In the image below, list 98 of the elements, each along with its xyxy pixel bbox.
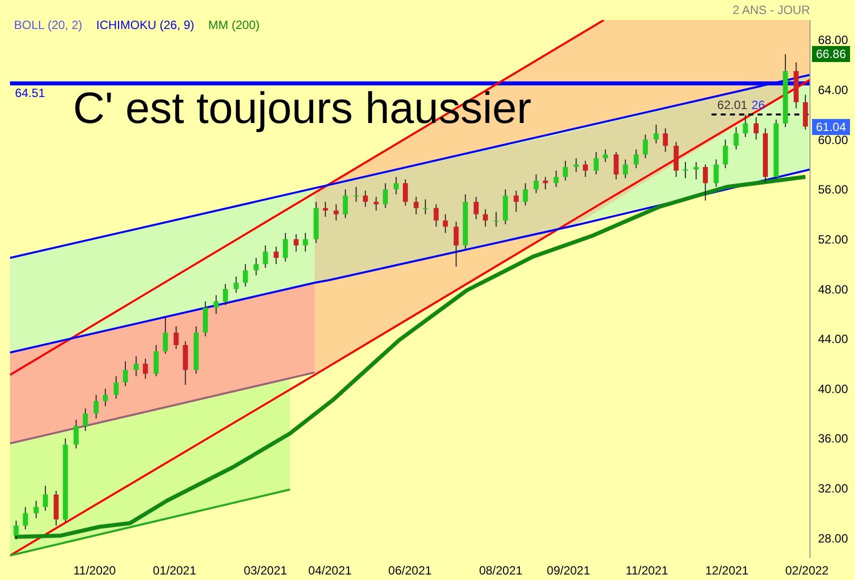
candlestick	[754, 116, 759, 140]
candlestick	[522, 182, 528, 206]
candlestick	[334, 204, 339, 222]
candlestick	[262, 244, 268, 268]
line-series	[12, 174, 808, 539]
line-series	[10, 168, 810, 354]
candlestick	[574, 158, 579, 172]
candlestick	[114, 376, 119, 400]
line-series	[10, 78, 810, 557]
x-tick-label: 08/2021	[479, 564, 523, 578]
candlestick	[534, 174, 539, 194]
annotation: 62.01	[717, 98, 748, 112]
candlestick	[254, 257, 259, 276]
candlestick	[294, 234, 299, 252]
candlestick	[694, 161, 699, 180]
candlestick	[602, 149, 608, 162]
candlestick	[474, 196, 479, 220]
candlestick	[374, 196, 379, 212]
candlestick	[82, 408, 88, 432]
x-tick-label: 11/2020	[73, 564, 116, 578]
candlestick	[302, 232, 308, 252]
y-tick-label: 36.00	[818, 432, 848, 446]
candlestick	[342, 188, 348, 219]
y-tick-label: 40.00	[818, 382, 848, 396]
candlestick	[234, 276, 239, 294]
candlestick	[642, 134, 648, 159]
candlestick	[14, 520, 19, 540]
candlestick	[174, 326, 179, 350]
candlestick	[34, 500, 39, 519]
candlestick	[442, 214, 448, 234]
candlestick	[122, 360, 128, 387]
candlestick	[422, 198, 428, 215]
ref-line-label: 64.51	[15, 86, 46, 100]
candlestick	[582, 160, 588, 178]
y-tick-label: 68.00	[818, 33, 848, 48]
candlestick	[622, 158, 628, 179]
y-tick-label: 44.00	[818, 332, 848, 346]
candlestick	[134, 356, 139, 377]
annotation: BOLL (20, 2)	[14, 18, 82, 32]
x-tick-label: 12/2021	[705, 564, 749, 578]
candlestick	[142, 358, 148, 380]
annotation: 66.86	[812, 46, 850, 62]
annotation: 61.04	[812, 118, 850, 135]
candlestick	[614, 152, 619, 180]
candlestick	[454, 221, 459, 268]
candlestick	[494, 211, 499, 228]
x-tick-label: 02/2022	[785, 564, 829, 578]
candlestick	[282, 232, 288, 262]
candlestick	[722, 139, 728, 169]
candlestick	[714, 158, 719, 188]
candlestick	[354, 186, 359, 202]
candlestick	[482, 208, 488, 228]
candlestick	[514, 190, 519, 212]
text: MM (200)	[208, 18, 260, 32]
candlestick	[702, 164, 708, 202]
x-tick-label: 06/2021	[388, 564, 432, 578]
candlestick	[394, 176, 399, 195]
candlestick	[434, 204, 439, 228]
candlestick	[214, 294, 219, 314]
candlestick	[414, 196, 419, 215]
y-tick-label: 60.00	[818, 132, 848, 147]
candlestick	[402, 178, 408, 206]
candlestick	[562, 160, 568, 182]
candlestick	[102, 388, 108, 407]
candlestick	[74, 419, 79, 449]
annotation: 26	[752, 98, 765, 112]
candlestick	[22, 506, 28, 530]
candlestick	[322, 201, 328, 218]
candlestick	[222, 284, 228, 306]
candlestick	[662, 128, 668, 153]
y-tick-label: 52.00	[818, 232, 848, 246]
candlestick	[362, 190, 368, 208]
candlestick	[154, 344, 159, 377]
candlestick	[554, 170, 559, 188]
y-tick-label: 56.00	[818, 182, 848, 197]
x-tick-label: 04/2021	[308, 564, 352, 578]
candlestick	[162, 317, 168, 354]
x-tick-label: 09/2021	[546, 564, 590, 578]
annotation: ICHIMOKU (26, 9)	[96, 18, 194, 32]
candlestick	[382, 182, 388, 209]
chart-subtitle: 2 ANS - JOUR	[732, 3, 810, 17]
candlestick	[742, 114, 748, 138]
x-tick-label: 03/2021	[244, 564, 288, 578]
y-tick-label: 28.00	[818, 531, 848, 546]
candlestick	[42, 485, 48, 512]
y-tick-label: 48.00	[818, 282, 848, 296]
candlestick	[734, 126, 739, 150]
y-tick-label: 32.00	[818, 482, 848, 496]
candlestick	[542, 176, 548, 190]
candlestick	[634, 149, 639, 169]
candlestick	[274, 246, 279, 265]
candlestick	[654, 124, 659, 144]
y-tick-label: 64.00	[818, 83, 848, 97]
x-tick-label: 11/2021	[626, 564, 668, 578]
x-tick-label: 01/2021	[152, 564, 197, 578]
candlestick	[94, 394, 99, 420]
candlestick	[242, 264, 248, 288]
candlestick	[594, 152, 599, 175]
